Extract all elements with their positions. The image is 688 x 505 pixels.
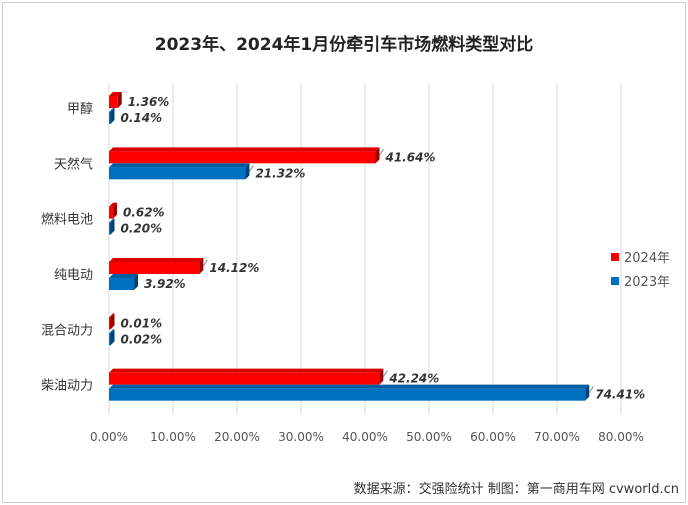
x-tick-label: 40.00% (342, 430, 388, 444)
bar-top (109, 202, 117, 207)
bar-side (112, 202, 117, 219)
grid-lines (108, 83, 622, 415)
bar-side (134, 274, 139, 290)
data-label: 0.62% (123, 206, 165, 220)
bar-top (109, 274, 139, 278)
bar-2024: 42.24% (109, 368, 439, 386)
x-tick-label: 20.00% (214, 430, 260, 444)
data-label: 41.64% (384, 150, 435, 164)
bar-front (109, 151, 376, 164)
legend-label: 2024年 (624, 251, 670, 266)
bar-front (109, 222, 111, 235)
category-label: 燃料电池 (41, 212, 93, 228)
category-label: 柴油动力 (41, 379, 93, 394)
legend: 2024年 2023年 (611, 251, 670, 290)
data-label: 21.32% (255, 166, 305, 180)
data-label: 0.14% (121, 111, 163, 125)
bar-side (110, 313, 115, 330)
bar-2024: 14.12% (109, 258, 259, 275)
bar-top (109, 258, 204, 262)
data-label: 0.02% (121, 332, 163, 346)
chart-svg: 2023年、2024年1月份牵引车市场燃料类型对比 1.36% 0.14% 41.6… (41, 34, 679, 497)
x-tick-label: 30.00% (278, 430, 324, 444)
data-label: 0.20% (121, 222, 163, 236)
bars-group: 1.36% 0.14% 41.64% 21.32% 0.62% 0.20% 14.12% 3.… (109, 92, 645, 402)
bar-side (110, 329, 115, 346)
legend-swatch (611, 277, 619, 285)
chart-title: 2023年、2024年1月份牵引车市场燃料类型对比 (155, 34, 533, 55)
bar-top (109, 313, 115, 318)
x-tick-label: 80.00% (598, 430, 644, 444)
bar-front (109, 96, 118, 108)
bar-2024: 1.36% (109, 92, 169, 109)
bar-2023: 3.92% (109, 274, 186, 291)
bar-side (199, 258, 204, 274)
x-tick-label: 0.00% (90, 430, 128, 444)
bar-top (109, 218, 115, 223)
bar-2024: 41.64% (109, 147, 435, 164)
bar-2023: 0.14% (109, 108, 162, 125)
label-leader-line (202, 259, 208, 267)
bar-front (109, 262, 200, 274)
bar-top (109, 92, 122, 96)
bar-2024: 0.01% (109, 313, 162, 330)
x-tick-label: 60.00% (470, 430, 516, 444)
bar-front (109, 167, 246, 180)
bar-front (109, 333, 111, 346)
data-label: 42.24% (388, 372, 439, 386)
label-leader-line (379, 149, 384, 156)
data-label: 0.01% (121, 316, 163, 330)
x-tick-labels: 0.00% 10.00% 20.00% 30.00% 40.00% 50.00% 60.00… (90, 430, 644, 444)
category-label: 甲醇 (67, 101, 93, 117)
x-tick-label: 10.00% (150, 430, 196, 444)
label-leader-line (382, 370, 388, 377)
label-leader-line (249, 165, 254, 172)
data-label: 14.12% (209, 261, 259, 275)
bar-top (109, 368, 384, 373)
bar-front (109, 206, 113, 219)
bar-top (109, 163, 250, 168)
bar-front (109, 372, 380, 385)
bar-front (109, 112, 111, 124)
bar-top (109, 147, 380, 152)
category-label: 混合动力 (41, 323, 93, 338)
footer-source: 数据来源：交强险统计 制图：第一商用车网 cvworld.cn (354, 481, 679, 497)
bar-side (379, 368, 384, 385)
x-tick-label: 70.00% (534, 430, 580, 444)
bar-2023: 0.02% (109, 329, 162, 346)
bar-side (117, 92, 122, 108)
bar-top (109, 384, 590, 389)
bar-front (109, 317, 111, 330)
bar-2023: 0.20% (109, 218, 163, 236)
bar-2024: 0.62% (109, 202, 165, 220)
bar-front (109, 278, 135, 290)
bar-2023: 21.32% (109, 163, 305, 180)
bar-2023: 74.41% (109, 384, 645, 402)
legend-swatch (611, 253, 619, 261)
x-tick-label: 50.00% (406, 430, 452, 444)
bar-side (585, 384, 590, 401)
bar-side (375, 147, 380, 164)
data-label: 3.92% (144, 277, 186, 291)
bar-side (110, 108, 115, 124)
data-label: 74.41% (595, 388, 645, 402)
category-label: 天然气 (54, 156, 93, 172)
bar-top (109, 108, 115, 112)
category-label: 纯电动 (54, 268, 93, 283)
bar-side (110, 218, 115, 235)
bar-front (109, 388, 586, 401)
label-leader-line (588, 386, 594, 393)
bar-top (109, 329, 115, 334)
bar-side (245, 163, 250, 180)
legend-label: 2023年 (624, 275, 670, 290)
data-label: 1.36% (128, 95, 170, 109)
